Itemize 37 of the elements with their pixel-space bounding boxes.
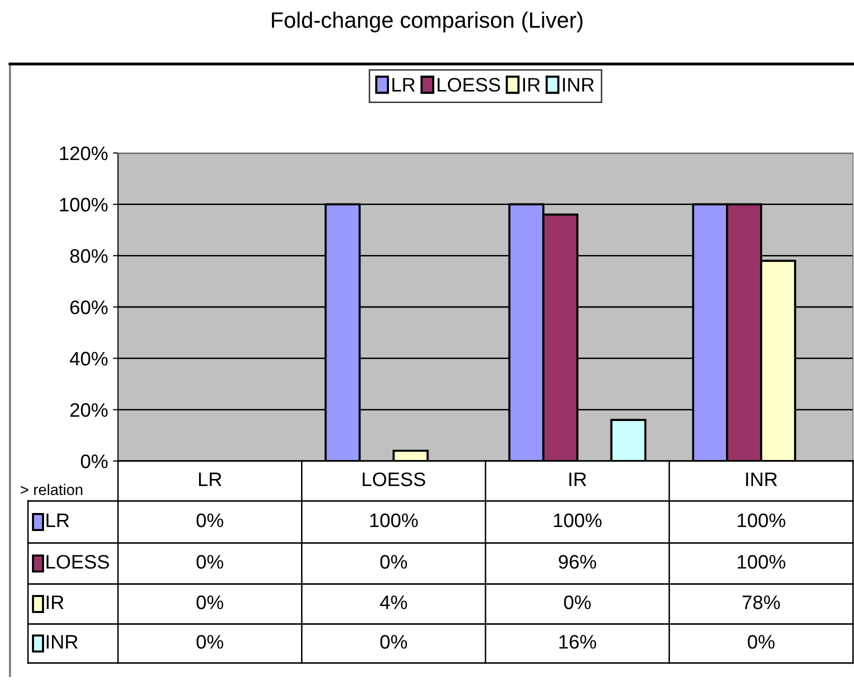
legend-label: LOESS <box>438 78 500 92</box>
y-tick-label: 20% <box>70 403 108 417</box>
data-label: 100% <box>370 513 418 528</box>
data-label: 4% <box>380 596 407 610</box>
x-tick-label: LR <box>199 472 222 486</box>
y-tick-label: 80% <box>70 249 108 263</box>
data-label: 0% <box>748 634 774 649</box>
y-tick-label: 100% <box>60 198 108 212</box>
data-label: 0% <box>196 513 224 528</box>
data-label: 0% <box>196 634 224 649</box>
data-label: 100% <box>738 554 786 569</box>
x-tick-label: IR <box>569 472 586 486</box>
legend-label: INR <box>563 78 594 92</box>
data-label: 0% <box>380 554 407 569</box>
text: LOESS <box>46 554 109 569</box>
data-label: 100% <box>738 513 786 528</box>
text: > relation <box>20 484 82 496</box>
data-label: 0% <box>564 595 591 610</box>
data-label: 16% <box>559 634 596 649</box>
text: INR <box>46 635 78 649</box>
y-tick-label: 120% <box>60 146 108 160</box>
y-tick-label: 0% <box>80 454 108 468</box>
data-label: 0% <box>380 634 407 649</box>
data-label: 100% <box>554 513 602 528</box>
x-tick-label: LOESS <box>362 472 426 486</box>
data-label: 0% <box>196 554 224 569</box>
legend-label: IR <box>523 78 540 92</box>
data-label: 0% <box>196 595 224 610</box>
legend-label: LR <box>392 78 415 92</box>
y-tick-label: 60% <box>70 300 108 314</box>
x-tick-label: INR <box>746 472 777 486</box>
data-label: 96% <box>558 554 596 569</box>
data-label: 78% <box>742 595 780 610</box>
text: IR <box>46 596 64 610</box>
chart-title: Fold-change comparison (Liver) <box>272 12 582 32</box>
y-tick-label: 40% <box>70 352 108 366</box>
text: LR <box>46 514 69 528</box>
